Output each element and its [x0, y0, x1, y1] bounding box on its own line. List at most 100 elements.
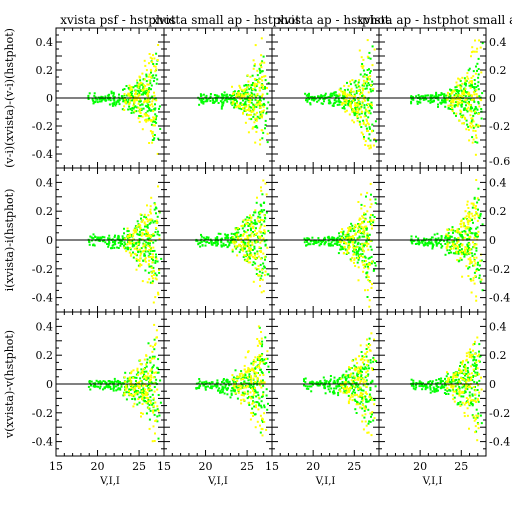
- data-point: [261, 360, 264, 362]
- data-point: [248, 373, 251, 376]
- data-point: [467, 77, 470, 80]
- data-point: [140, 228, 143, 231]
- data-point: [214, 100, 217, 103]
- data-point: [261, 83, 264, 86]
- data-point: [306, 100, 309, 103]
- data-point: [363, 95, 366, 98]
- data-point: [362, 270, 365, 273]
- data-point: [149, 205, 152, 208]
- data-point: [367, 279, 370, 281]
- data-point: [472, 246, 475, 249]
- data-point: [370, 106, 373, 109]
- data-point: [477, 214, 480, 217]
- data-point: [360, 65, 363, 68]
- data-point: [228, 241, 231, 244]
- data-point: [254, 221, 257, 224]
- data-point: [144, 85, 147, 88]
- data-point: [429, 101, 432, 104]
- data-point: [460, 253, 463, 256]
- data-point: [121, 97, 124, 100]
- data-point: [154, 118, 157, 121]
- data-point: [373, 216, 376, 218]
- data-point: [259, 138, 262, 141]
- data-point: [336, 378, 339, 381]
- data-point: [112, 91, 115, 94]
- data-point: [132, 256, 135, 259]
- data-point: [458, 98, 460, 101]
- data-point: [459, 223, 462, 225]
- data-point: [259, 235, 262, 238]
- data-point: [203, 381, 206, 384]
- data-point: [254, 382, 257, 385]
- data-point: [242, 394, 245, 397]
- data-point: [474, 214, 476, 217]
- data-point: [318, 384, 321, 387]
- data-point: [254, 360, 257, 363]
- data-point: [142, 242, 145, 245]
- data-point: [347, 400, 350, 403]
- data-point: [356, 237, 359, 240]
- data-point: [238, 84, 241, 87]
- data-point: [328, 244, 330, 247]
- data-point: [254, 254, 256, 257]
- data-point: [262, 219, 264, 222]
- data-point: [145, 69, 148, 72]
- data-point: [456, 228, 459, 231]
- data-point: [459, 112, 462, 115]
- data-point: [148, 109, 151, 112]
- data-point: [450, 92, 453, 95]
- data-point: [468, 243, 471, 246]
- data-point: [347, 380, 350, 383]
- data-point: [353, 364, 356, 367]
- data-point: [155, 378, 158, 381]
- data-point: [158, 271, 161, 274]
- data-point: [337, 252, 340, 255]
- data-point: [459, 251, 462, 253]
- data-point: [369, 216, 372, 219]
- data-point: [123, 376, 126, 379]
- data-point: [224, 237, 227, 240]
- data-point: [235, 96, 238, 98]
- data-point: [367, 242, 370, 245]
- data-point: [220, 388, 223, 391]
- data-point: [344, 381, 347, 384]
- data-point: [155, 253, 157, 256]
- data-point: [151, 253, 154, 256]
- data-point: [463, 255, 466, 258]
- data-point: [242, 233, 245, 236]
- data-point: [139, 213, 142, 216]
- data-point: [325, 381, 328, 384]
- data-point: [256, 79, 259, 82]
- data-point: [146, 385, 149, 387]
- data-point: [137, 223, 140, 226]
- data-point: [362, 263, 365, 266]
- data-point: [246, 98, 249, 101]
- data-point: [200, 95, 202, 97]
- data-point: [125, 384, 128, 387]
- data-point: [123, 392, 126, 395]
- data-point: [347, 229, 350, 232]
- data-point: [428, 242, 431, 245]
- data-point: [435, 241, 438, 244]
- data-point: [256, 240, 259, 243]
- data-point: [123, 88, 126, 90]
- data-point: [215, 99, 218, 102]
- data-point: [476, 263, 479, 266]
- data-point: [361, 89, 364, 92]
- data-point: [145, 365, 148, 368]
- data-point: [152, 397, 155, 400]
- data-point: [240, 402, 243, 405]
- data-point: [458, 231, 461, 234]
- data-point: [145, 234, 148, 237]
- data-point: [455, 81, 458, 84]
- data-point: [111, 247, 114, 250]
- data-point: [140, 371, 143, 374]
- data-point: [247, 225, 250, 227]
- data-point: [353, 379, 356, 381]
- data-point: [356, 400, 358, 403]
- data-point: [131, 398, 134, 400]
- data-point: [367, 408, 370, 411]
- data-point: [222, 242, 225, 245]
- data-point: [252, 377, 255, 380]
- data-point: [249, 257, 251, 260]
